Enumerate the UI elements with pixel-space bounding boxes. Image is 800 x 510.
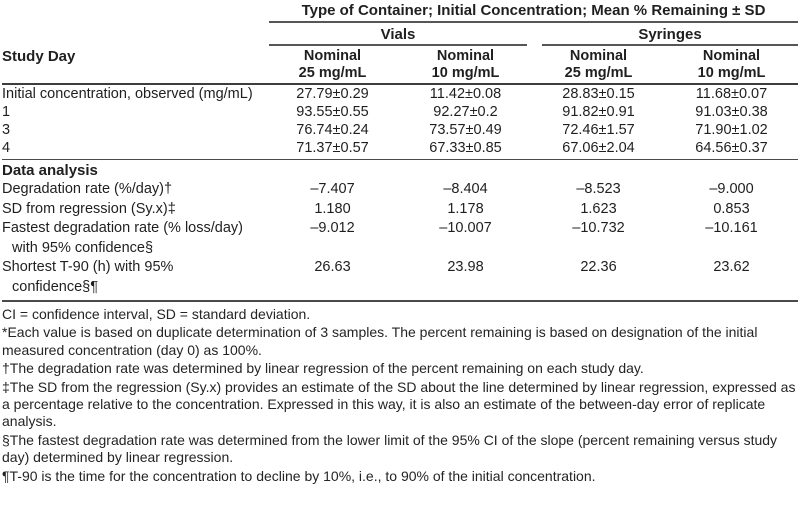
cell-value: 1.180 xyxy=(314,200,351,217)
footnote-dagger: †The degradation rate was determined by … xyxy=(2,360,644,377)
row-label: Fastest degradation rate (% loss/day) wi… xyxy=(2,219,266,258)
cell-value: 76.74±0.24 xyxy=(296,122,369,138)
cell-value: 91.03±0.38 xyxy=(695,104,768,120)
table-row-fastest-degradation-rate: Fastest degradation rate (% loss/day) wi… xyxy=(2,219,798,258)
table-row-day-4: 4 71.37±0.57 67.33±0.85 67.06±2.04 64.56… xyxy=(2,139,798,157)
cell-value: –10.161 xyxy=(705,220,758,236)
table-header: Type of Container; Initial Concentration… xyxy=(2,2,798,85)
cell-value: –8.523 xyxy=(576,181,621,197)
cell-value: 11.68±0.07 xyxy=(695,86,768,102)
cell-value: 72.46±1.57 xyxy=(562,122,635,138)
row-label-line2: with 95% confidence§ xyxy=(12,239,154,256)
cell-value: 1.178 xyxy=(447,200,484,217)
row-label: SD from regression (Sy.x)‡ xyxy=(2,200,176,217)
group-header-syringes: Syringes xyxy=(542,23,798,46)
footnote-double-dagger: ‡The SD from the regression (Sy.x) provi… xyxy=(2,378,796,430)
cell-value: 23.62 xyxy=(713,259,750,275)
row-label: 1 xyxy=(2,104,11,120)
column-header-line2: 25 mg/mL xyxy=(564,65,633,81)
spanner-header-container-concentration: Type of Container; Initial Concentration… xyxy=(269,2,798,23)
column-header-line1: Nominal xyxy=(436,48,495,64)
cell-value: 71.90±1.02 xyxy=(695,122,768,138)
row-label: 3 xyxy=(2,122,11,138)
cell-value: 92.27±0.2 xyxy=(433,104,498,120)
section-header-data-analysis: Data analysis xyxy=(2,159,798,180)
table-body: Initial concentration, observed (mg/mL) … xyxy=(2,85,798,302)
cell-value: –8.404 xyxy=(443,181,488,197)
table-row-degradation-rate: Degradation rate (%/day)† –7.407 –8.404 … xyxy=(2,180,798,200)
cell-value: 11.42±0.08 xyxy=(429,86,502,102)
cell-value: –9.012 xyxy=(310,220,355,236)
cell-value: 1.623 xyxy=(580,200,617,217)
cell-value: 71.37±0.57 xyxy=(296,140,369,156)
cell-value: 64.56±0.37 xyxy=(695,140,768,156)
table-row-day-1: 1 93.55±0.55 92.27±0.2 91.82±0.91 91.03±… xyxy=(2,103,798,121)
cell-value: –9.000 xyxy=(709,181,754,197)
column-header-syringes-10: Nominal 10 mg/mL xyxy=(665,46,798,83)
table-row-sd-from-regression: SD from regression (Sy.x)‡ 1.180 1.178 1… xyxy=(2,200,798,220)
stub-header-study-day: Study Day xyxy=(2,48,76,65)
column-header-vials-25: Nominal 25 mg/mL xyxy=(266,46,399,83)
column-header-line1: Nominal xyxy=(569,48,628,64)
row-label-line1: Shortest T-90 (h) with 95% xyxy=(2,259,174,275)
footnote-asterisk: *Each value is based on duplicate determ… xyxy=(2,324,758,358)
table-row-shortest-t90: Shortest T-90 (h) with 95% confidence§¶ … xyxy=(2,258,798,297)
cell-value: 0.853 xyxy=(713,200,750,217)
footnote-section: §The fastest degradation rate was determ… xyxy=(2,431,778,466)
cell-value: –10.732 xyxy=(572,220,625,236)
cell-value: 91.82±0.91 xyxy=(562,104,635,120)
cell-value: 67.06±2.04 xyxy=(562,140,635,156)
cell-value: 22.36 xyxy=(580,259,617,275)
cell-value: 27.79±0.29 xyxy=(296,86,369,102)
row-label-line1: Fastest degradation rate (% loss/day) xyxy=(2,220,243,236)
cell-value: 93.55±0.55 xyxy=(296,104,369,120)
column-header-vials-10: Nominal 10 mg/mL xyxy=(399,46,532,83)
column-header-line1: Nominal xyxy=(702,48,761,64)
cell-value: 73.57±0.49 xyxy=(429,122,502,138)
column-header-syringes-25: Nominal 25 mg/mL xyxy=(532,46,665,83)
column-header-line1: Nominal xyxy=(303,48,362,64)
column-header-line2: 10 mg/mL xyxy=(431,65,500,81)
cell-value: 28.83±0.15 xyxy=(562,86,635,102)
column-header-line2: 10 mg/mL xyxy=(697,65,766,81)
table-row-initial-concentration: Initial concentration, observed (mg/mL) … xyxy=(2,85,798,103)
row-label-line2: confidence§¶ xyxy=(12,278,98,295)
group-header-vials: Vials xyxy=(269,23,527,46)
footnote-pilcrow: ¶T-90 is the time for the concentration … xyxy=(2,467,596,484)
cell-value: –10.007 xyxy=(439,220,492,236)
row-label: Degradation rate (%/day)† xyxy=(2,181,173,197)
cell-value: –7.407 xyxy=(310,181,355,197)
table-footnotes: CI = confidence interval, SD = standard … xyxy=(2,302,798,485)
cell-value: 26.63 xyxy=(314,259,351,275)
footnote-abbreviations: CI = confidence interval, SD = standard … xyxy=(2,306,311,322)
column-header-line2: 25 mg/mL xyxy=(298,65,367,81)
table-row-day-3: 3 76.74±0.24 73.57±0.49 72.46±1.57 71.90… xyxy=(2,121,798,139)
cell-value: 23.98 xyxy=(447,259,484,275)
cell-value: 67.33±0.85 xyxy=(429,140,502,156)
row-label: Shortest T-90 (h) with 95% confidence§¶ xyxy=(2,258,266,297)
row-label: Initial concentration, observed (mg/mL) xyxy=(2,86,253,102)
row-label: 4 xyxy=(2,140,11,156)
